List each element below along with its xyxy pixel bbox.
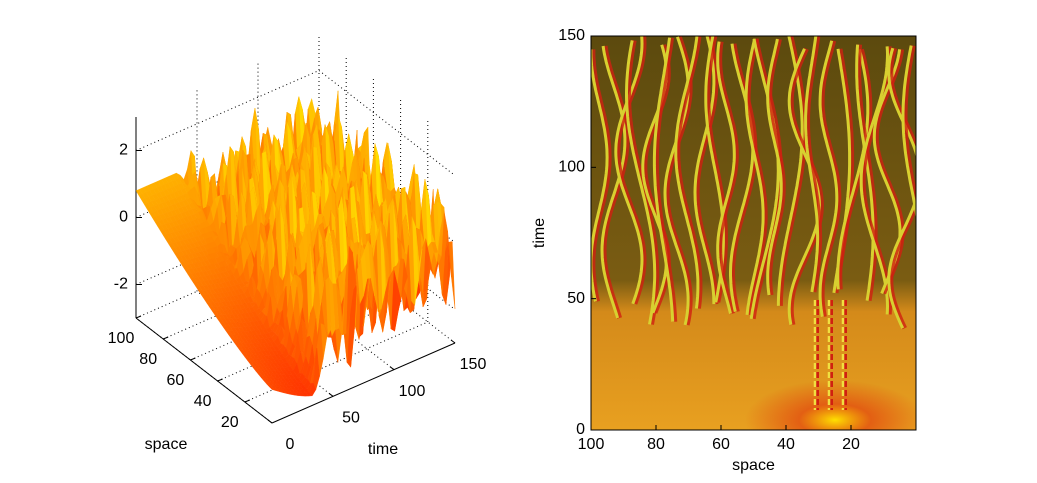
y-tick-label: 100 bbox=[108, 330, 135, 347]
x-tick-label: 50 bbox=[342, 410, 360, 427]
x-tick-label: 100 bbox=[578, 436, 605, 453]
y-tick-label: 150 bbox=[558, 27, 585, 44]
streak bbox=[776, 36, 804, 306]
streak-edge bbox=[745, 38, 768, 316]
streak bbox=[591, 49, 609, 302]
y-tick-label: 60 bbox=[167, 372, 185, 389]
streak bbox=[887, 47, 916, 329]
streak-edge bbox=[856, 44, 878, 301]
streak-edge bbox=[675, 36, 703, 309]
y-tick-label: 40 bbox=[194, 393, 212, 410]
streak-edge bbox=[788, 47, 824, 326]
streak bbox=[674, 36, 700, 309]
tick-mark bbox=[190, 357, 196, 361]
grid-line bbox=[318, 70, 456, 176]
x-tick-label: 40 bbox=[777, 436, 795, 453]
streak-edge bbox=[888, 47, 916, 330]
streak-edge bbox=[805, 36, 823, 293]
streak bbox=[693, 36, 716, 305]
x-axis-label: space bbox=[732, 457, 775, 474]
streak-edge bbox=[767, 38, 786, 296]
tick-mark bbox=[244, 399, 250, 403]
x-axis-label: time bbox=[368, 441, 398, 458]
image-axes: 100 80 60 40 20 0 50 100 150 space time bbox=[531, 27, 917, 474]
x-tick-label: 100 bbox=[399, 383, 426, 400]
streak-edge bbox=[730, 43, 758, 313]
streak bbox=[704, 36, 725, 303]
streak bbox=[614, 36, 644, 305]
tick-mark bbox=[135, 315, 142, 319]
tick-mark bbox=[217, 378, 223, 382]
image bbox=[591, 36, 916, 430]
streak bbox=[804, 36, 820, 293]
streak bbox=[818, 40, 839, 318]
x-tick-label: 80 bbox=[647, 436, 665, 453]
z-tick-label: -2 bbox=[114, 276, 128, 293]
streak-edge bbox=[694, 36, 719, 305]
z-tick-label: 0 bbox=[119, 209, 128, 226]
streak bbox=[744, 38, 765, 316]
streak bbox=[836, 49, 870, 290]
y-tick-label: 100 bbox=[558, 159, 585, 176]
y-axis-label: time bbox=[531, 218, 548, 248]
x-tick-label: 150 bbox=[460, 356, 487, 373]
streak-edge bbox=[626, 39, 660, 325]
streak bbox=[901, 45, 916, 220]
x-tick-label: 0 bbox=[286, 436, 295, 453]
streak-edge bbox=[717, 41, 739, 315]
grid-line bbox=[318, 237, 456, 344]
axis-line bbox=[135, 317, 273, 424]
streak-edge bbox=[873, 49, 905, 295]
streak bbox=[716, 41, 736, 314]
streak-edge bbox=[777, 36, 807, 306]
streak bbox=[729, 43, 755, 313]
streak bbox=[625, 40, 657, 325]
y-tick-label: 0 bbox=[576, 421, 585, 438]
tick-mark bbox=[163, 336, 169, 340]
y-tick-label: 50 bbox=[567, 290, 585, 307]
streak-edge bbox=[653, 37, 678, 322]
streak bbox=[652, 37, 675, 322]
tick-mark bbox=[450, 339, 456, 344]
x-tick-label: 60 bbox=[712, 436, 730, 453]
streak-edge bbox=[902, 45, 916, 215]
surface bbox=[135, 90, 456, 397]
streak bbox=[859, 46, 890, 315]
streak bbox=[600, 45, 627, 319]
grid-line bbox=[257, 264, 395, 371]
tick-mark bbox=[267, 419, 273, 424]
y-tick-label: 20 bbox=[221, 414, 239, 431]
axes-box bbox=[590, 35, 917, 431]
streak-edge bbox=[705, 36, 728, 303]
streak-edge bbox=[860, 46, 893, 315]
tick-mark bbox=[328, 392, 334, 397]
surface-patch bbox=[268, 386, 276, 391]
z-tick-label: 2 bbox=[119, 142, 128, 159]
streak bbox=[766, 38, 783, 296]
x-tick-label: 20 bbox=[842, 436, 860, 453]
y-tick-label: 80 bbox=[139, 351, 157, 368]
streak bbox=[855, 44, 875, 301]
image-hotspot bbox=[745, 380, 916, 430]
axis-line bbox=[271, 342, 456, 424]
tick-mark bbox=[389, 366, 395, 371]
streak-edge bbox=[615, 36, 647, 305]
streak-edge bbox=[591, 49, 612, 302]
y-axis-label: space bbox=[145, 436, 188, 453]
streak bbox=[749, 38, 780, 320]
streak-edge bbox=[819, 40, 842, 318]
